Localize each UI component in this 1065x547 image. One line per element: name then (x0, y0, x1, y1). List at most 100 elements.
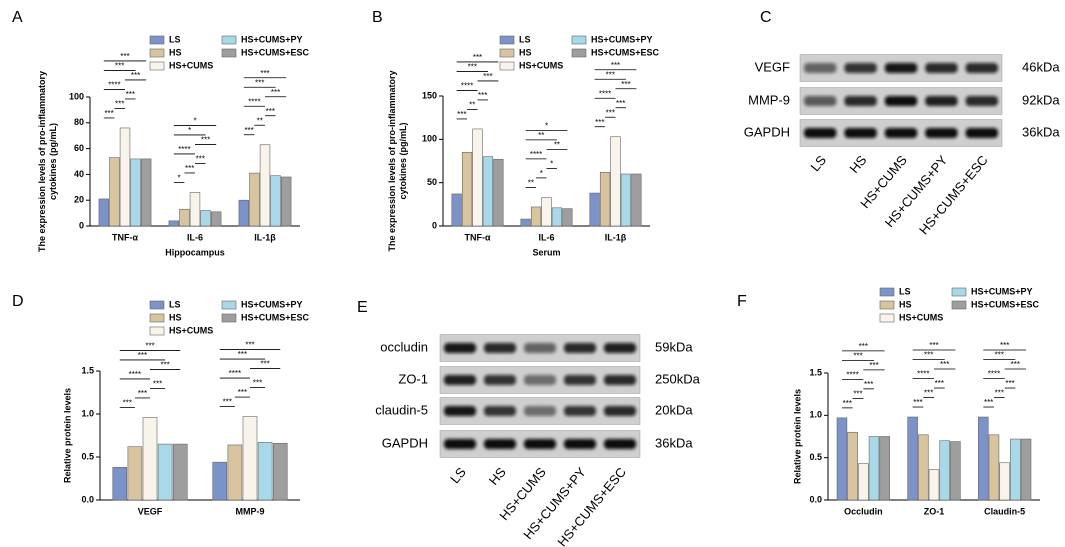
significance-label: *** (853, 389, 862, 398)
bar (98, 198, 110, 227)
significance-label: **** (599, 89, 611, 98)
blot-size-label: 20kDa (655, 402, 693, 417)
legend-swatch (149, 313, 165, 323)
blot-band (484, 439, 516, 449)
blot-band (444, 406, 476, 416)
blot-band (564, 375, 596, 385)
x-tick-label: IL-1β (605, 232, 627, 242)
blot-band (884, 63, 918, 73)
y-axis-label: cytokines (pg/mL) (398, 122, 408, 199)
x-tick-label: IL-6 (187, 232, 203, 242)
blot-size-label: 36kDa (1022, 124, 1060, 139)
y-tick-label: 0 (432, 220, 437, 230)
x-axis-label: Hippocampus (165, 247, 225, 257)
significance-label: *** (185, 164, 194, 173)
bar (157, 443, 173, 501)
blot-band (604, 439, 636, 449)
blot-band (524, 406, 556, 416)
bar (272, 442, 288, 501)
significance-label: *** (995, 389, 1004, 398)
significance-label: * (550, 160, 553, 169)
bar (620, 173, 632, 227)
blot-band (884, 128, 918, 138)
bar (551, 207, 563, 227)
x-tick-label: Claudin-5 (984, 506, 1025, 516)
bar (879, 436, 890, 501)
significance-label: *** (126, 90, 135, 99)
x-tick-label: IL-6 (538, 232, 554, 242)
bar (210, 211, 222, 227)
y-tick-label: 0.0 (81, 494, 94, 504)
bar (868, 436, 880, 501)
bar (999, 462, 1010, 501)
legend-swatch (149, 35, 165, 45)
legend-swatch (499, 35, 515, 45)
significance-label: *** (145, 342, 154, 351)
significance-label: *** (253, 379, 262, 388)
y-axis-label: cytokines (pg/mL) (48, 123, 58, 200)
blot-band (604, 343, 636, 353)
significance-label: ** (538, 131, 544, 140)
blot-band (564, 343, 596, 353)
significance-label: *** (223, 398, 232, 407)
legend-label: HS+CUMS (169, 325, 213, 335)
blot-size-label: 250kDa (655, 371, 701, 386)
legend-swatch (879, 287, 895, 297)
significance-label: *** (473, 53, 482, 62)
blot-band (925, 96, 958, 106)
blot-band (965, 63, 998, 73)
significance-label: *** (271, 88, 280, 97)
y-tick-label: 80 (74, 117, 84, 127)
legend-label: HS+CUMS+PY (241, 34, 303, 44)
bar (179, 208, 190, 227)
significance-label: **** (248, 97, 260, 106)
bar (836, 417, 848, 501)
blot-band (925, 128, 958, 138)
blot-row-label: claudin-5 (375, 402, 428, 417)
y-axis-label: The expression levels of pro-inflammator… (37, 71, 47, 252)
legend-label: HS+CUMS (519, 60, 563, 70)
blot-band (524, 439, 556, 449)
bar (939, 440, 950, 501)
significance-label: **** (530, 150, 542, 159)
bar (493, 158, 504, 227)
bar (189, 192, 201, 227)
y-tick-label: 100 (69, 91, 84, 101)
bar (461, 152, 473, 227)
blot-row-label: ZO-1 (398, 371, 428, 386)
significance-label: *** (606, 108, 615, 117)
significance-label: *** (843, 399, 852, 408)
blot-band (564, 439, 596, 449)
bar (562, 208, 573, 227)
y-axis-label: The expression levels of pro-inflammator… (387, 70, 397, 251)
blot-band (965, 96, 998, 106)
x-tick-label: VEGF (138, 506, 163, 516)
significance-label: * (188, 126, 191, 135)
legend-label: HS+CUMS (169, 60, 213, 70)
significance-label: *** (138, 389, 147, 398)
legend-swatch (149, 326, 165, 336)
significance-label: *** (853, 351, 862, 360)
significance-label: * (545, 122, 548, 131)
bar (978, 416, 989, 501)
blot-band (844, 128, 877, 138)
bar (988, 434, 1000, 501)
significance-label: *** (606, 70, 615, 79)
significance-label: *** (260, 360, 269, 369)
legend-label: HS (899, 299, 912, 309)
bar (119, 127, 131, 227)
legend-swatch (221, 313, 237, 323)
significance-label: *** (238, 388, 247, 397)
legend-label: LS (169, 34, 181, 44)
bar (280, 176, 292, 227)
y-axis-label: Relative protein levels (62, 388, 72, 483)
bar (907, 416, 918, 501)
blot-row-label: GAPDH (744, 124, 790, 139)
bar (847, 431, 858, 501)
lane-label: LS (807, 152, 829, 174)
bar (472, 128, 483, 227)
blot-band (444, 375, 476, 385)
significance-label: *** (457, 110, 466, 119)
legend-swatch (879, 300, 895, 310)
